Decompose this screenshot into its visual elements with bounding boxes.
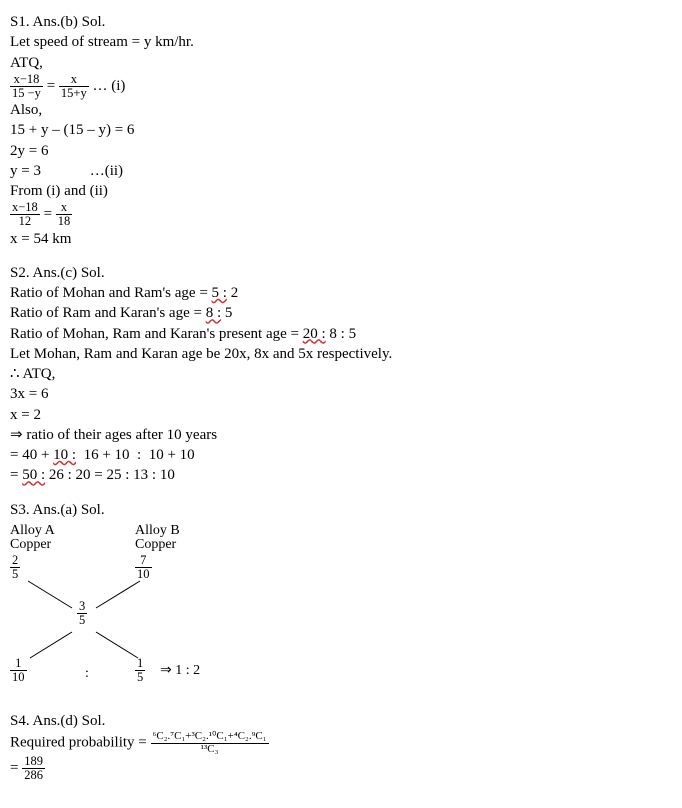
s2-l8: ⇒ ratio of their ages after 10 years [10, 425, 672, 445]
s4-num: ⁶C₂.⁷C₁+³C₂.¹⁰C₁+⁴C₂.⁹C₁ [151, 731, 269, 744]
s1-l6: y = 3 …(ii) [10, 161, 672, 181]
s1-eq1-denL: 15 −y [10, 87, 43, 100]
s1-eq1-numL: x−18 [10, 73, 43, 87]
s1-eq2-denL: 12 [10, 215, 40, 228]
alligation-lines [10, 546, 250, 696]
solution-4: S4. Ans.(d) Sol. Required probability = … [10, 711, 672, 783]
s1-l7: From (i) and (ii) [10, 181, 672, 201]
s2-l2: Ratio of Ram and Karan's age = 8 : 5 [10, 303, 672, 323]
s2-l9: = 40 + 10 : 16 + 10 : 10 + 10 [10, 445, 672, 465]
s2-l10: = 50 : 26 : 20 = 25 : 13 : 10 [10, 465, 672, 485]
s4-lead: Required probability = [10, 734, 151, 750]
s2-l3: Ratio of Mohan, Ram and Karan's present … [10, 324, 672, 344]
s4-f2n: 189 [22, 755, 45, 769]
equals: = [10, 760, 22, 776]
s4-header: S4. Ans.(d) Sol. [10, 711, 672, 731]
s1-eq2: x−1812 = x18 [10, 201, 672, 228]
s2-header: S2. Ans.(c) Sol. [10, 263, 672, 283]
s1-eq1-denR: 15+y [59, 87, 89, 100]
s1-eq1-tail: … (i) [92, 78, 125, 94]
alligation-diagram: Alloy A Copper Alloy B Copper 25 710 35 … [10, 522, 250, 697]
equals: = [44, 206, 56, 222]
s4-f2d: 286 [22, 769, 45, 782]
solution-3: S3. Ans.(a) Sol. Alloy A Copper Alloy B … [10, 500, 672, 697]
s4-l1: Required probability = ⁶C₂.⁷C₁+³C₂.¹⁰C₁+… [10, 731, 672, 755]
s1-eq1: x−1815 −y = x15+y … (i) [10, 73, 672, 100]
s1-eq1-numR: x [59, 73, 89, 87]
s4-l2: = 189286 [10, 755, 672, 782]
s1-l3: Also, [10, 100, 672, 120]
s1-l2: ATQ, [10, 53, 672, 73]
s1-l8: x = 54 km [10, 229, 672, 249]
s1-eq2-denR: 18 [56, 215, 73, 228]
solution-1: S1. Ans.(b) Sol. Let speed of stream = y… [10, 12, 672, 249]
s2-l7: x = 2 [10, 405, 672, 425]
solution-2: S2. Ans.(c) Sol. Ratio of Mohan and Ram'… [10, 263, 672, 486]
equals: = [47, 78, 59, 94]
s1-header: S1. Ans.(b) Sol. [10, 12, 672, 32]
s1-eq2-numL: x−18 [10, 201, 40, 215]
s4-den: ¹³C₃ [151, 744, 269, 756]
s1-l5: 2y = 6 [10, 141, 672, 161]
s1-l1: Let speed of stream = y km/hr. [10, 32, 672, 52]
s3-header: S3. Ans.(a) Sol. [10, 500, 672, 520]
s2-l1: Ratio of Mohan and Ram's age = 5 : 2 [10, 283, 672, 303]
s2-l6: 3x = 6 [10, 384, 672, 404]
s2-l5: ∴ ATQ, [10, 364, 672, 384]
s1-l4: 15 + y – (15 – y) = 6 [10, 120, 672, 140]
s2-l4: Let Mohan, Ram and Karan age be 20x, 8x … [10, 344, 672, 364]
s1-eq2-numR: x [56, 201, 73, 215]
